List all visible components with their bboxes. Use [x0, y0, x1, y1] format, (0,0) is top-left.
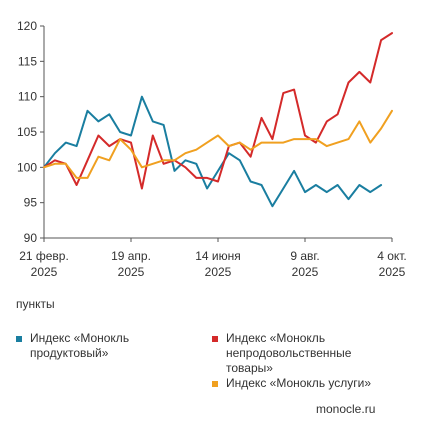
- legend-item-services: Индекс «Монокль услуги»: [212, 376, 412, 391]
- y-tick-label: 95: [24, 196, 38, 210]
- source-label: monocle.ru: [316, 402, 376, 416]
- x-tick-label-year: 2025: [118, 265, 145, 279]
- x-tick-label-date: 14 июня: [195, 249, 241, 263]
- y-axis-unit-label: пункты: [16, 297, 55, 311]
- series-line-services: [43, 109, 393, 179]
- legend-swatch-nonfood: [212, 336, 218, 342]
- y-tick-label: 100: [17, 160, 37, 174]
- y-tick-label: 120: [17, 19, 37, 33]
- legend-swatch-services: [212, 381, 218, 387]
- y-tick-label: 90: [24, 231, 38, 245]
- x-tick-label-date: 21 февр.: [19, 249, 69, 263]
- legend-item-nonfood: Индекс «Монокль непродовольственные това…: [212, 331, 380, 376]
- y-tick-label: 110: [18, 90, 37, 104]
- legend-swatch-grocery: [16, 336, 22, 342]
- chart-axes: [40, 25, 393, 242]
- x-tick-label-year: 2025: [379, 265, 406, 279]
- y-tick-label: 105: [17, 125, 37, 139]
- x-tick-labels: 21 февр. 2025 19 апр. 2025 14 июня 2025 9 авг.…: [19, 249, 407, 279]
- legend-label-nonfood: Индекс «Монокль непродовольственные това…: [226, 331, 352, 375]
- series-line-nonfood: [43, 32, 393, 190]
- x-tick-label-year: 2025: [205, 265, 232, 279]
- legend-item-grocery: Индекс «Монокль продуктовый»: [16, 331, 191, 361]
- x-tick-label-year: 2025: [31, 265, 58, 279]
- series-lines: [43, 32, 393, 208]
- x-tick-label-date: 19 апр.: [111, 249, 151, 263]
- series-line-grocery: [43, 95, 383, 208]
- legend-label-services: Индекс «Монокль услуги»: [226, 376, 372, 390]
- legend-label-grocery: Индекс «Монокль продуктовый»: [30, 331, 130, 360]
- x-tick-label-date: 4 окт.: [377, 249, 407, 263]
- x-tick-label-year: 2025: [292, 265, 319, 279]
- y-tick-labels: 90 95 100 105 110 115 120: [17, 19, 37, 245]
- x-tick-label-date: 9 авг.: [290, 249, 319, 263]
- y-tick-label: 115: [18, 54, 37, 68]
